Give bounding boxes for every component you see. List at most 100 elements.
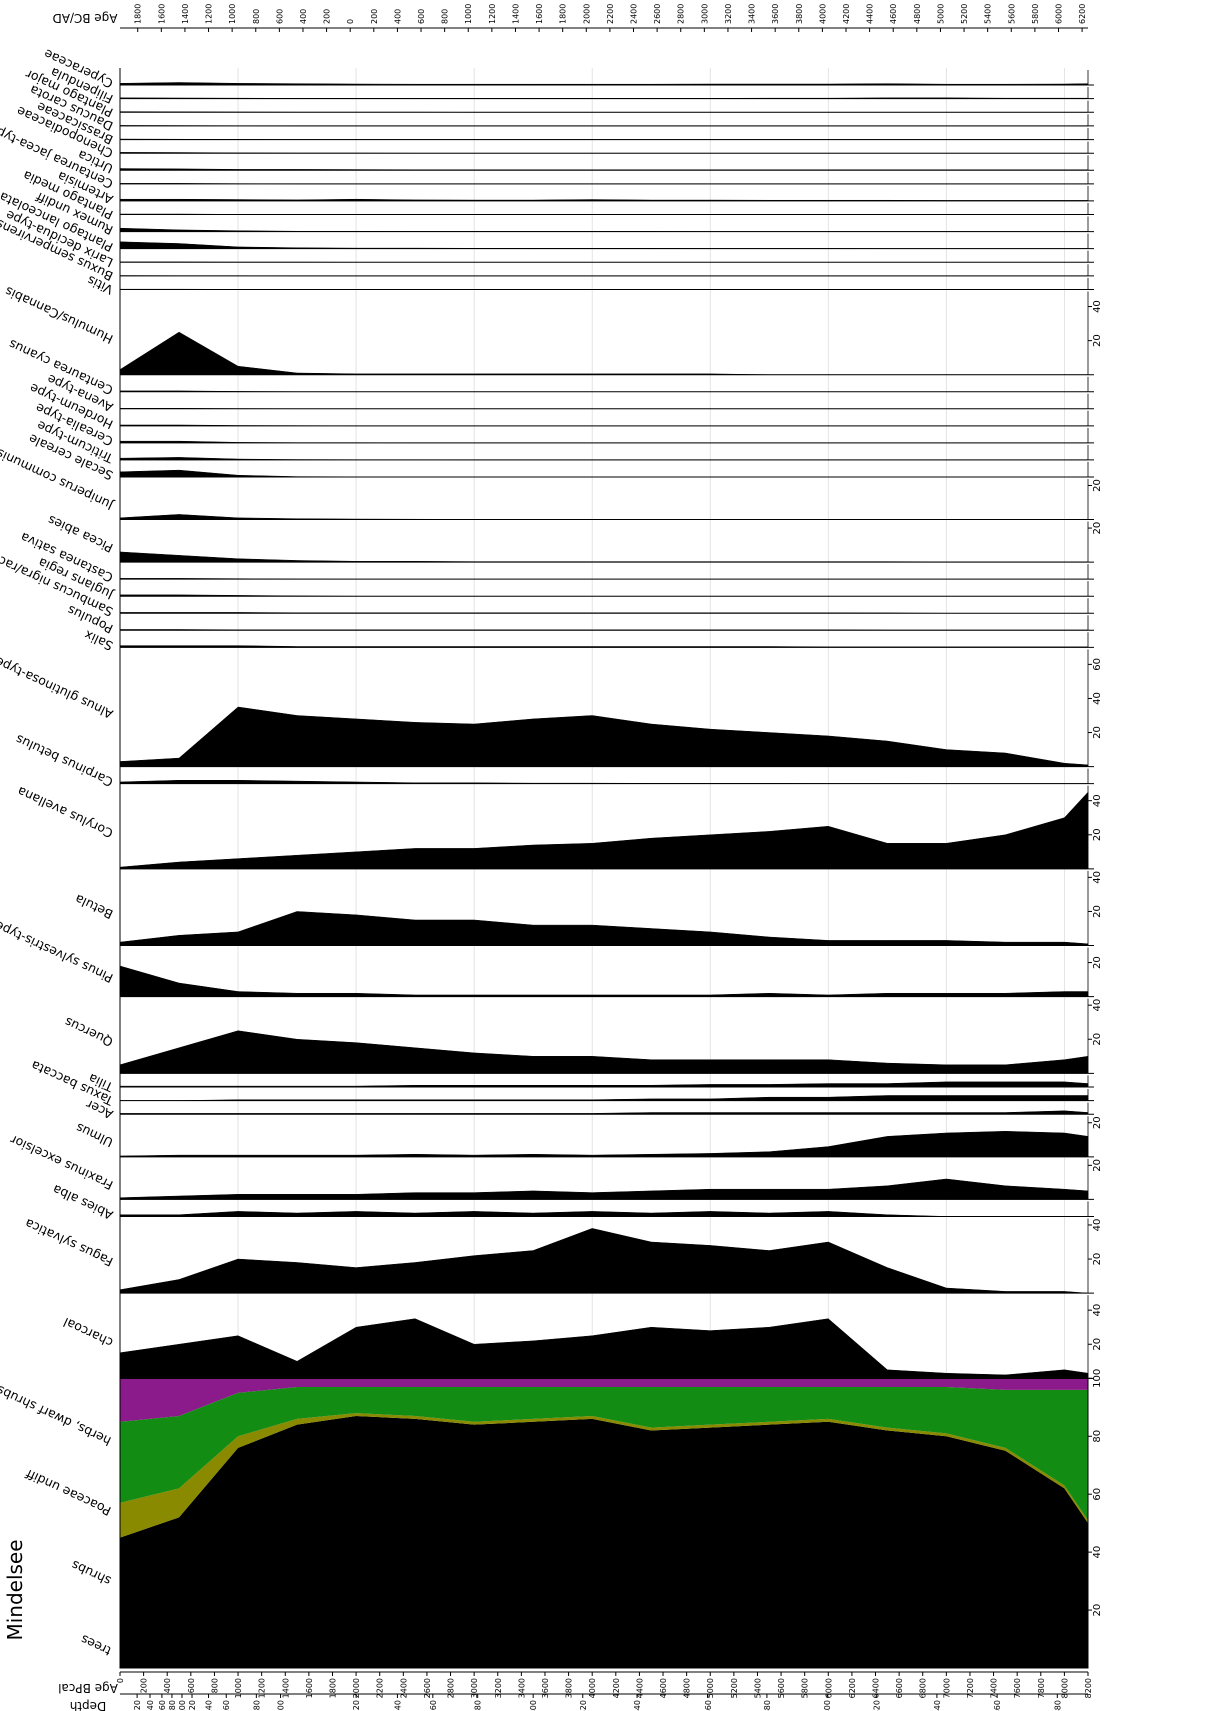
depth-tick-label: 60 — [158, 1700, 167, 1710]
y-tick-label: 20 — [1092, 1338, 1103, 1351]
x-tick-label: 800 — [210, 1678, 219, 1693]
x2-tick-label: 2600 — [653, 4, 662, 24]
taxon-label: Betula — [72, 891, 115, 922]
taxon-curve — [119, 551, 1089, 563]
depth-tick-label: 220 — [352, 1700, 361, 1711]
depth-axis-title: Depth — [70, 1699, 107, 1711]
depth-tick-label: 160 — [222, 1700, 231, 1711]
x-tick-label: 1200 — [258, 1678, 267, 1698]
taxon-curve — [119, 514, 1088, 520]
y-tick-label: 40 — [1092, 1304, 1103, 1317]
y-tick-label: 20 — [1092, 726, 1103, 739]
x2-tick-label: 1200 — [205, 4, 214, 24]
x2-tick-label: 3800 — [795, 4, 804, 24]
x-tick-label: 6600 — [895, 1678, 904, 1698]
y-tick-label: 40 — [1092, 794, 1103, 807]
x2-tick-label: 4800 — [913, 4, 922, 24]
x-tick-label: 3200 — [494, 1678, 503, 1698]
y-tick-label: 40 — [1092, 1546, 1103, 1559]
taxon-label: Pinus sylvestris-type — [0, 918, 115, 986]
taxon-label: Fagus sylvatica — [22, 1216, 115, 1270]
x-tick-label: 1000 — [234, 1678, 243, 1698]
taxon-label: Corylus avellana — [15, 784, 115, 841]
taxon-curve — [119, 1228, 1089, 1294]
y-tick-label: 20 — [1092, 1604, 1103, 1617]
x-tick-label: 3400 — [517, 1678, 526, 1698]
depth-tick-label: 100 — [178, 1700, 187, 1711]
y-tick-label: 20 — [1092, 905, 1103, 918]
x-tick-label: 1800 — [328, 1678, 337, 1698]
x-tick-label: 6400 — [872, 1678, 881, 1698]
x2-tick-label: 4400 — [866, 4, 875, 24]
x-tick-label: 4200 — [612, 1678, 621, 1698]
depth-tick-label: 200 — [277, 1700, 286, 1711]
depth-tick-label: 40 — [146, 1700, 155, 1710]
x2-tick-label: 4000 — [818, 4, 827, 24]
taxon-curve — [119, 1110, 1089, 1115]
taxon-label: Ulmus — [73, 1120, 115, 1150]
x2-tick-label: 4600 — [889, 4, 898, 24]
x-tick-label: 2000 — [352, 1678, 361, 1698]
x2-tick-label: 600 — [275, 9, 284, 24]
y-tick-label: 20 — [1092, 1033, 1103, 1046]
series-label: herbs, dwarf shrubs — [0, 1383, 113, 1449]
x2-tick-label: 6000 — [1054, 4, 1063, 24]
series-label: trees — [78, 1632, 113, 1659]
x-tick-label: 600 — [187, 1678, 196, 1693]
x2-tick-label: 1200 — [488, 4, 497, 24]
x-tick-label: 200 — [140, 1678, 149, 1693]
x2-tick-label: 1600 — [535, 4, 544, 24]
x2-tick-label: 5200 — [960, 4, 969, 24]
y-tick-label: 40 — [1092, 692, 1103, 705]
y-tick-label: 40 — [1092, 999, 1103, 1012]
y-tick-label: 20 — [1092, 334, 1103, 347]
x-tick-label: 2600 — [423, 1678, 432, 1698]
series-label: Poaceae undiff — [23, 1466, 113, 1519]
depth-tick-label: 340 — [633, 1700, 642, 1711]
x2-tick-label: 1000 — [228, 4, 237, 24]
x2-tick-label: 800 — [441, 9, 450, 24]
x2-tick-label: 2000 — [582, 4, 591, 24]
x2-tick-label: 600 — [417, 9, 426, 24]
y-tick-label: 20 — [1092, 956, 1103, 969]
x2-tick-label: 5600 — [1007, 4, 1016, 24]
depth-tick-label: 460 — [993, 1700, 1002, 1711]
depth-tick-label: 360 — [704, 1700, 713, 1711]
taxon-label: charcoal — [61, 1315, 115, 1351]
x2-tick-label: 3600 — [771, 4, 780, 24]
taxon-curve — [119, 1030, 1089, 1074]
x2-tick-label: 800 — [252, 9, 261, 24]
x-tick-label: 4000 — [588, 1678, 597, 1698]
x2-tick-label: 5800 — [1031, 4, 1040, 24]
x-tick-label: 7800 — [1037, 1678, 1046, 1698]
x2-axis-title: Age BC/AD — [53, 11, 118, 25]
y-tick-label: 80 — [1092, 1430, 1103, 1443]
x-tick-label: 5800 — [801, 1678, 810, 1698]
x-tick-label: 6200 — [848, 1678, 857, 1698]
x-tick-label: 4800 — [683, 1678, 692, 1698]
stacked-area — [120, 1387, 1088, 1521]
x-tick-label: 2200 — [376, 1678, 385, 1698]
x-tick-label: 6800 — [919, 1678, 928, 1698]
x2-tick-label: 0 — [346, 19, 355, 24]
taxon-curve — [119, 227, 1088, 232]
x-tick-label: 5400 — [753, 1678, 762, 1698]
x2-tick-label: 3400 — [748, 4, 757, 24]
y-tick-label: 20 — [1092, 479, 1103, 492]
depth-tick-label: 300 — [529, 1700, 538, 1711]
x2-tick-label: 1400 — [511, 4, 520, 24]
taxon-curve — [119, 331, 1088, 375]
depth-tick-label: 20 — [133, 1700, 142, 1710]
x2-tick-label: 3000 — [700, 4, 709, 24]
taxon-curve — [119, 1318, 1089, 1379]
x-tick-label: 8200 — [1084, 1678, 1093, 1698]
y-tick-label: 20 — [1092, 1159, 1103, 1172]
x-tick-label: 4600 — [659, 1678, 668, 1698]
x2-tick-label: 400 — [299, 9, 308, 24]
x-tick-label: 2800 — [447, 1678, 456, 1698]
taxon-curve — [119, 1081, 1089, 1088]
x-tick-label: 400 — [163, 1678, 172, 1693]
y-tick-label: 60 — [1092, 658, 1103, 671]
x2-tick-label: 1000 — [464, 4, 473, 24]
taxon-curve — [119, 1211, 1088, 1217]
